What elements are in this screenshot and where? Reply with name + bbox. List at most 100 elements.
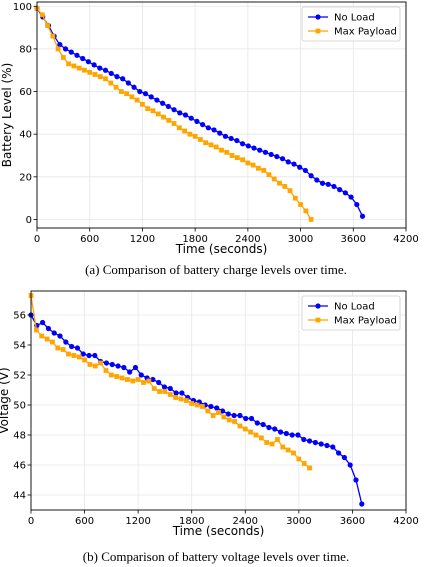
charge-chart: 0 600 1200 1800 2400 3000 3600 4200 0 20 40 60 80 100… <box>0 1 419 277</box>
data-point-max-payload <box>194 402 200 408</box>
y-tick-label: 40 <box>19 130 32 141</box>
data-point-max-payload <box>155 111 161 117</box>
data-point-no-load <box>194 118 200 124</box>
data-point-no-load <box>279 156 286 162</box>
data-point-no-load <box>359 501 365 507</box>
data-point-no-load <box>161 384 168 390</box>
data-point-no-load <box>248 415 255 422</box>
data-point-max-payload <box>130 378 136 384</box>
data-point-max-payload <box>92 363 98 369</box>
data-point-max-payload <box>282 184 288 189</box>
data-point-no-load <box>62 46 69 52</box>
data-point-max-payload <box>292 195 298 201</box>
data-point-max-payload <box>224 149 230 155</box>
y-tick-label: 50 <box>13 401 26 412</box>
data-point-max-payload <box>39 333 45 339</box>
data-point-no-load <box>57 42 63 48</box>
y-tick-label: 60 <box>19 87 32 98</box>
data-point-no-load <box>171 107 177 113</box>
data-point-max-payload <box>298 202 303 207</box>
data-point-max-payload <box>271 176 277 182</box>
data-point-max-payload <box>187 131 193 137</box>
y-tick-label: 52 <box>13 371 26 382</box>
data-point-max-payload <box>280 444 286 450</box>
data-point-no-load <box>272 426 278 432</box>
figure-caption: (a) Comparison of battery charge levels … <box>85 262 347 277</box>
data-point-no-load <box>257 147 263 153</box>
data-point-max-payload <box>183 398 189 403</box>
data-point-max-payload <box>103 76 108 82</box>
plot-frame <box>30 290 407 511</box>
data-point-max-payload <box>250 162 256 168</box>
data-point-max-payload <box>92 72 98 77</box>
data-point-no-load <box>86 352 92 359</box>
data-point-no-load <box>291 161 297 167</box>
data-point-max-payload <box>108 372 114 378</box>
data-point-no-load <box>217 130 223 136</box>
data-point-no-load <box>138 372 144 378</box>
x-tick-label: 3600 <box>340 516 365 527</box>
y-tick-label: 56 <box>13 311 26 322</box>
data-point-max-payload <box>256 165 261 171</box>
data-point-max-payload <box>253 432 259 438</box>
data-point-no-load <box>160 100 166 106</box>
data-point-no-load <box>51 330 57 336</box>
data-point-max-payload <box>308 217 314 222</box>
data-point-no-load <box>237 412 243 419</box>
legend-marker-square <box>315 28 321 34</box>
data-point-no-load <box>115 363 121 369</box>
data-point-max-payload <box>213 144 219 150</box>
data-point-max-payload <box>71 353 77 358</box>
data-point-no-load <box>285 159 291 165</box>
data-point-no-load <box>330 444 336 450</box>
x-tick-label: 1200 <box>125 516 150 527</box>
data-point-max-payload <box>275 437 280 442</box>
y-tick-label: 0 <box>26 215 32 226</box>
plot-frame <box>36 1 407 229</box>
data-point-max-payload <box>200 404 205 409</box>
x-tick-label: 600 <box>80 234 99 245</box>
data-point-no-load <box>325 181 331 187</box>
data-point-no-load <box>331 183 337 190</box>
data-point-no-load <box>108 70 114 77</box>
series-line-no-load <box>30 314 363 505</box>
data-point-no-load <box>283 430 289 437</box>
data-point-no-load <box>306 438 313 444</box>
x-tick-label: 0 <box>28 516 34 527</box>
data-point-no-load <box>301 436 307 443</box>
data-point-max-payload <box>166 117 172 123</box>
data-point-max-payload <box>45 23 50 28</box>
data-point-no-load <box>120 76 126 82</box>
data-point-max-payload <box>82 67 87 73</box>
legend: No Load Max Payload <box>301 6 401 42</box>
data-point-max-payload <box>135 377 141 382</box>
data-point-max-payload <box>119 375 125 381</box>
y-tick-label: 48 <box>13 431 26 442</box>
data-point-no-load <box>205 125 211 131</box>
data-point-no-load <box>302 167 309 174</box>
data-point-max-payload <box>182 128 187 134</box>
data-point-max-payload <box>39 12 45 18</box>
data-point-max-payload <box>162 389 168 394</box>
data-point-no-load <box>109 361 115 368</box>
legend-box <box>301 295 401 331</box>
data-point-no-load <box>182 112 189 118</box>
data-point-no-load <box>277 429 284 435</box>
legend-label: Max Payload <box>334 316 397 327</box>
data-point-no-load <box>91 62 97 68</box>
data-point-max-payload <box>161 114 166 120</box>
data-point-no-load <box>295 432 301 438</box>
y-tick-label: 54 <box>13 341 26 352</box>
data-point-no-load <box>80 351 86 357</box>
data-point-max-payload <box>44 336 50 342</box>
y-tick-label: 100 <box>13 2 32 13</box>
data-point-no-load <box>167 385 173 392</box>
data-point-max-payload <box>261 168 267 173</box>
legend-label: Max Payload <box>334 27 397 38</box>
data-point-no-load <box>173 390 179 396</box>
data-point-max-payload <box>167 392 173 397</box>
data-point-no-load <box>156 379 162 386</box>
data-point-no-load <box>337 187 343 193</box>
data-point-no-load <box>69 343 75 350</box>
data-point-no-load <box>80 55 86 62</box>
